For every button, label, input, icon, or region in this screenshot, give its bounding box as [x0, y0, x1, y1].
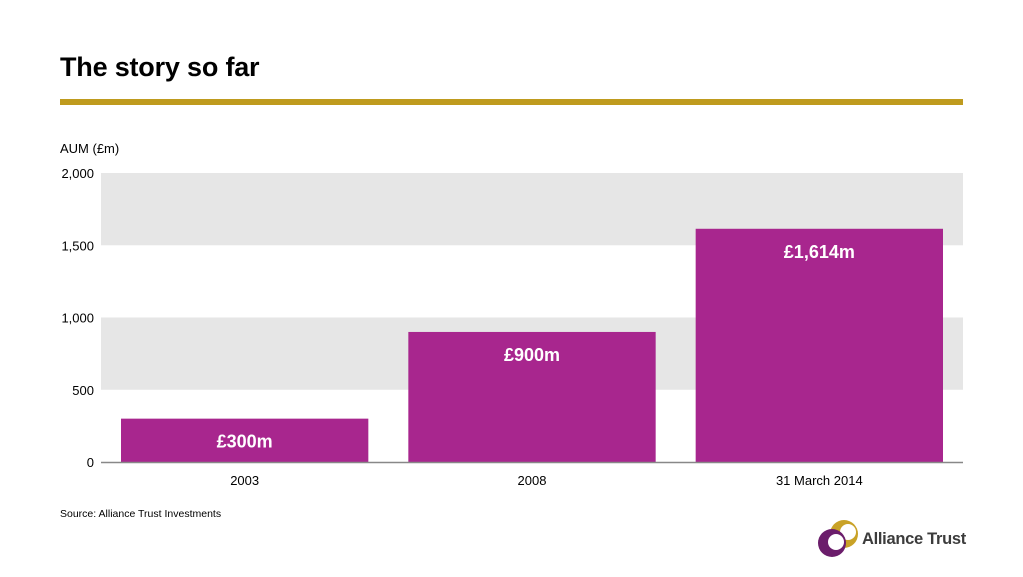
aum-bar-chart: AUM (£m) 0 500 1,000 1,500 2,000 £300m £900m £… — [60, 141, 963, 488]
x-tick-label: 2003 — [230, 473, 259, 488]
bar-data-label: £300m — [217, 432, 273, 452]
y-tick-label: 500 — [72, 383, 94, 398]
title-rule — [60, 99, 963, 105]
logo-mark-icon — [818, 520, 858, 557]
logo-wordmark: Alliance Trust — [862, 530, 967, 548]
bar — [695, 228, 943, 462]
bar-data-label: £900m — [504, 345, 560, 365]
x-tick-label: 2008 — [518, 473, 547, 488]
bar — [121, 418, 369, 462]
bar-data-label: £1,614m — [784, 242, 855, 262]
y-tick-label: 0 — [87, 455, 94, 470]
y-tick-label: 1,500 — [61, 238, 94, 253]
y-tick-label: 2,000 — [61, 166, 94, 181]
y-axis-label: AUM (£m) — [60, 141, 119, 156]
x-tick-label: 31 March 2014 — [776, 473, 863, 488]
bar — [408, 331, 656, 462]
alliance-trust-logo: Alliance Trust — [815, 518, 975, 562]
slide-title: The story so far — [60, 52, 260, 82]
source-note: Source: Alliance Trust Investments — [60, 508, 222, 520]
y-tick-label: 1,000 — [61, 311, 94, 326]
